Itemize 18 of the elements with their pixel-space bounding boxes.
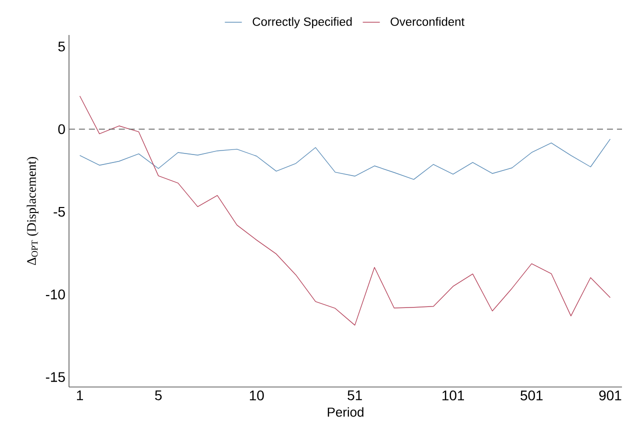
- y-tick-label: 5: [58, 42, 65, 52]
- x-tick-label: 5: [155, 390, 162, 400]
- y-tick-label: 0: [58, 124, 65, 134]
- x-tick-label: 10: [250, 390, 264, 400]
- y-tick-label: -15: [46, 372, 65, 382]
- x-tick-label: 1: [76, 390, 84, 400]
- line-series: [79, 96, 611, 326]
- x-axis-title: Period: [328, 407, 364, 417]
- y-tick-label: -10: [46, 290, 65, 300]
- y-axis-title: Δ$_{OPT}$ (Displacement): [26, 157, 38, 266]
- line-series: [79, 138, 611, 180]
- y-tick-label: -5: [54, 206, 65, 217]
- legend-label: Overconfident: [390, 17, 464, 26]
- legend-label: Correctly Specified: [252, 17, 352, 28]
- x-tick-label: 901: [599, 390, 622, 400]
- x-tick-label: 51: [348, 390, 362, 400]
- x-tick-label: 101: [442, 390, 464, 400]
- x-tick-label: 501: [520, 390, 543, 400]
